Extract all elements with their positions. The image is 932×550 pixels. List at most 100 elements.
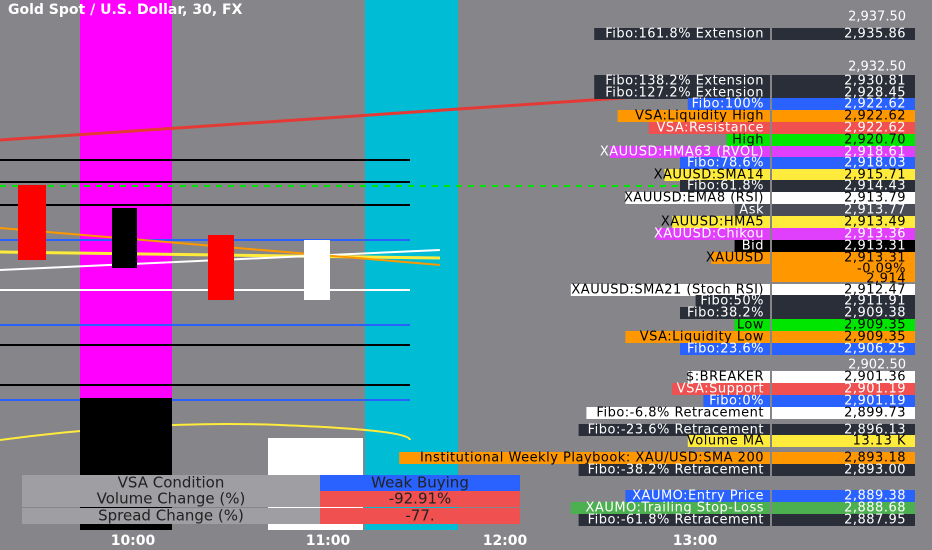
price-box [772,98,915,110]
price-text: 2,896.13 [844,423,906,438]
price-text: 2,909.35 [844,318,906,333]
price-box [772,180,915,192]
price-text: 2,915.71 [844,168,906,183]
price-box [772,424,915,436]
label-text: Fibo:138.2% Extension [605,74,764,89]
price-box [772,514,915,526]
price-text: 2,901.36 [844,370,906,385]
label-box [570,502,770,514]
vsa-table: VSA Condition Weak Buying Volume Change (%… [22,474,520,525]
label-text: XAUUSD:Chikou [654,227,764,242]
price-tick: 2,902.50 [848,358,906,373]
label-text: Fibo:100% [692,97,764,112]
label-text: XAUUSD [706,251,764,266]
price-box [772,343,915,355]
label-text: Fibo:38.2% [687,306,764,321]
label-text: XAUUSD:SMA14 [654,168,764,183]
label-box [625,490,770,502]
label-box [687,98,770,110]
chart-title: Gold Spot / U.S. Dollar, 30, FX [8,2,243,18]
price-box [772,169,915,181]
price-box [772,407,915,419]
time-axis [0,530,932,550]
price-box [772,502,915,514]
price-box [772,284,915,296]
label-box [594,87,770,99]
label-text: VSA:Liquidity Low [640,330,764,345]
label-box [648,122,770,134]
label-box [586,407,770,419]
price-text: 2,913.36 [844,227,906,242]
price-box [772,319,915,331]
countdown-text: 2,914 [866,272,906,287]
price-text: 2,911.91 [844,294,906,309]
label-box [703,395,770,407]
label-box [687,371,770,383]
price-text: 2,930.81 [844,74,906,89]
table-cell [22,491,320,507]
time-tick: 11:00 [306,533,351,549]
label-text: Volume MA [687,434,764,449]
price-text: 2,922.62 [844,121,906,136]
price-box [772,252,915,282]
price-tick: 2,932.50 [848,60,906,75]
time-tick: 13:00 [673,533,718,549]
table-key: Volume Change (%) [97,490,246,508]
price-box [772,122,915,134]
label-text: XAUUSD:SMA21 (Stoch RSI) [571,283,764,298]
candle [208,235,234,300]
price-text: 2,913.31 [844,239,906,254]
label-text: Fibo:-6.8% Retracement [596,406,764,421]
label-box [570,284,770,296]
price-box [772,228,915,240]
label-box [734,204,770,216]
price-text: 2,906.25 [844,342,906,357]
label-text: XAUMO:Trailing Stop-Loss [586,501,764,516]
label-box [680,343,770,355]
label-box [578,464,770,476]
price-box [772,452,915,464]
price-box [772,331,915,343]
label-text: High [732,133,764,148]
label-box [726,134,770,146]
price-tick: 2,937.50 [848,10,906,25]
label-text: Fibo:161.8% Extension [605,27,764,42]
label-text: XAUUSD:HMA5 [661,215,764,230]
price-text: 2,918.03 [844,156,906,171]
label-text: XAUUSD:EMA8 (RSI) [624,191,764,206]
price-text: 2,922.62 [844,109,906,124]
label-box [578,514,770,526]
label-box [399,452,770,464]
label-text: Fibo:61.8% [687,179,764,194]
label-text: XAUUSD:HMA63 (RVOL) [600,145,764,160]
price-box [772,87,915,99]
price-box [772,75,915,87]
table-value: -92.91% [389,490,452,508]
change-text: -0.09% [857,262,906,277]
price-text: 2,920.70 [844,133,906,148]
price-box [772,134,915,146]
price-box [772,295,915,307]
candle [112,208,137,268]
price-text: 2,899.73 [844,406,906,421]
table-cell [22,475,320,491]
label-text: Fibo:-61.8% Retracement [588,513,764,528]
label-box [609,146,770,158]
label-box [734,240,770,252]
price-box [772,192,915,204]
price-text: 2,909.35 [844,330,906,345]
price-box [772,395,915,407]
price-text: 2,918.61 [844,145,906,160]
price-text: 2,914.43 [844,179,906,194]
price-box [772,204,915,216]
price-text: 2,928.45 [844,86,906,101]
label-box [625,192,770,204]
price-text: 13.13 K [853,434,906,449]
label-box [695,295,770,307]
label-text: XAUMO:Entry Price [632,489,764,504]
label-box [672,216,770,228]
price-text: 2,913.49 [844,215,906,230]
label-box [711,252,770,264]
label-box [664,169,770,181]
price-box [772,157,915,169]
